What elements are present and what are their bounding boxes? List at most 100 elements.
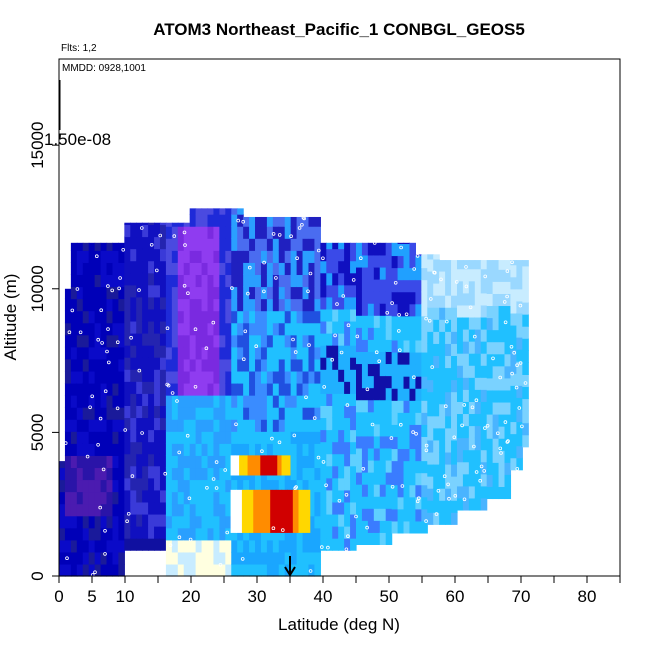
heatmap-cell [225,382,232,396]
x-tick-label: 20 [182,587,201,606]
heatmap-cell [213,370,220,384]
heatmap-cell [480,413,488,427]
heatmap-cell [421,436,428,450]
heatmap-cell [255,539,262,553]
heatmap-cell [320,308,327,322]
heatmap-cell [486,281,494,294]
heatmap-cell [290,334,298,348]
heatmap-cell [510,312,517,326]
observation-marker [129,335,133,340]
heatmap-cell [64,370,72,384]
heatmap-cell [201,310,209,324]
heatmap-cell [522,326,529,339]
heatmap-cell [171,455,179,469]
heatmap-cell [415,424,422,438]
heatmap-cell [225,395,232,408]
heatmap-cell [314,382,321,396]
heatmap-cell [391,412,399,425]
heatmap-cell [403,412,411,425]
heatmap-cell [308,467,316,481]
heatmap-cell [70,346,78,360]
heatmap-cell [439,343,446,357]
heatmap-cell [456,365,464,378]
heatmap-cell [356,315,363,328]
heatmap-cell [492,260,500,270]
heatmap-cell [195,334,203,348]
heatmap-cell [213,563,220,577]
heatmap-cell [106,407,114,420]
heatmap-cell [260,334,268,348]
heatmap-cell [403,291,411,305]
heatmap-cell [344,538,351,551]
heatmap-cell [373,399,381,413]
heatmap-cell [231,382,238,396]
heatmap-cell [195,467,203,481]
heatmap-cell [391,364,399,377]
heatmap-cell [136,489,143,503]
heatmap-cell [189,407,197,420]
observation-marker [182,230,187,235]
heatmap-cell [189,551,197,565]
heatmap-cell [82,242,90,251]
heatmap-cell [266,419,274,432]
heatmap-cell [462,389,470,402]
heatmap-cell [70,274,78,288]
heatmap-cell [213,431,220,444]
heatmap-cell [183,222,191,227]
heatmap-cell [225,214,232,227]
heatmap-cell [118,310,125,324]
heatmap-cell [243,250,250,263]
heatmap-cell [171,274,179,288]
heatmap-cell [344,260,351,274]
heatmap-cell [106,467,114,481]
heatmap-cell [171,491,179,505]
heatmap-cell [391,351,399,365]
heatmap-cell [249,539,256,553]
heatmap-cell [201,467,209,481]
heatmap-cell [88,322,96,336]
heatmap-cell [302,346,310,360]
observation-marker [126,511,131,516]
heatmap-cell [118,242,125,251]
heatmap-cell [243,226,250,239]
heatmap-cell [106,274,114,288]
heatmap-cell [82,358,90,372]
heatmap-cell [148,489,155,503]
heatmap-cell [445,331,452,344]
heatmap-cell [462,268,470,282]
heatmap-cell [76,563,84,577]
heatmap-cell [165,310,173,324]
heatmap-cell [136,308,143,322]
heatmap-cell [255,358,262,372]
heatmap-cell [243,322,250,336]
heatmap-cell [296,551,304,565]
heatmap-cell [243,310,250,324]
heatmap-cell [159,272,167,286]
observation-marker [149,243,154,247]
observation-marker [204,346,209,351]
heatmap-cell [237,262,244,276]
x-tick-label: 70 [512,587,531,606]
heatmap-cell [231,322,238,336]
observation-marker [414,431,418,436]
heatmap-cell [391,508,399,522]
heatmap-cell [154,333,161,346]
heatmap-cell [480,449,488,463]
plot-frame [58,58,621,577]
heatmap-cell [213,334,220,348]
observation-marker [396,329,401,333]
heatmap-cell [361,520,369,533]
heatmap-cell [70,431,78,444]
heatmap-cell [516,433,523,447]
heatmap-cell [64,288,72,300]
heatmap-cell [177,551,185,565]
heatmap-cell [272,274,280,288]
heatmap-cell [468,353,476,366]
heatmap-cell [106,262,114,276]
heatmap-cell [338,417,345,431]
heatmap-cell [385,423,393,437]
heatmap-cell [255,551,262,565]
heatmap-cell [231,298,238,312]
heatmap-cell [213,358,220,372]
heatmap-cell [373,279,381,292]
